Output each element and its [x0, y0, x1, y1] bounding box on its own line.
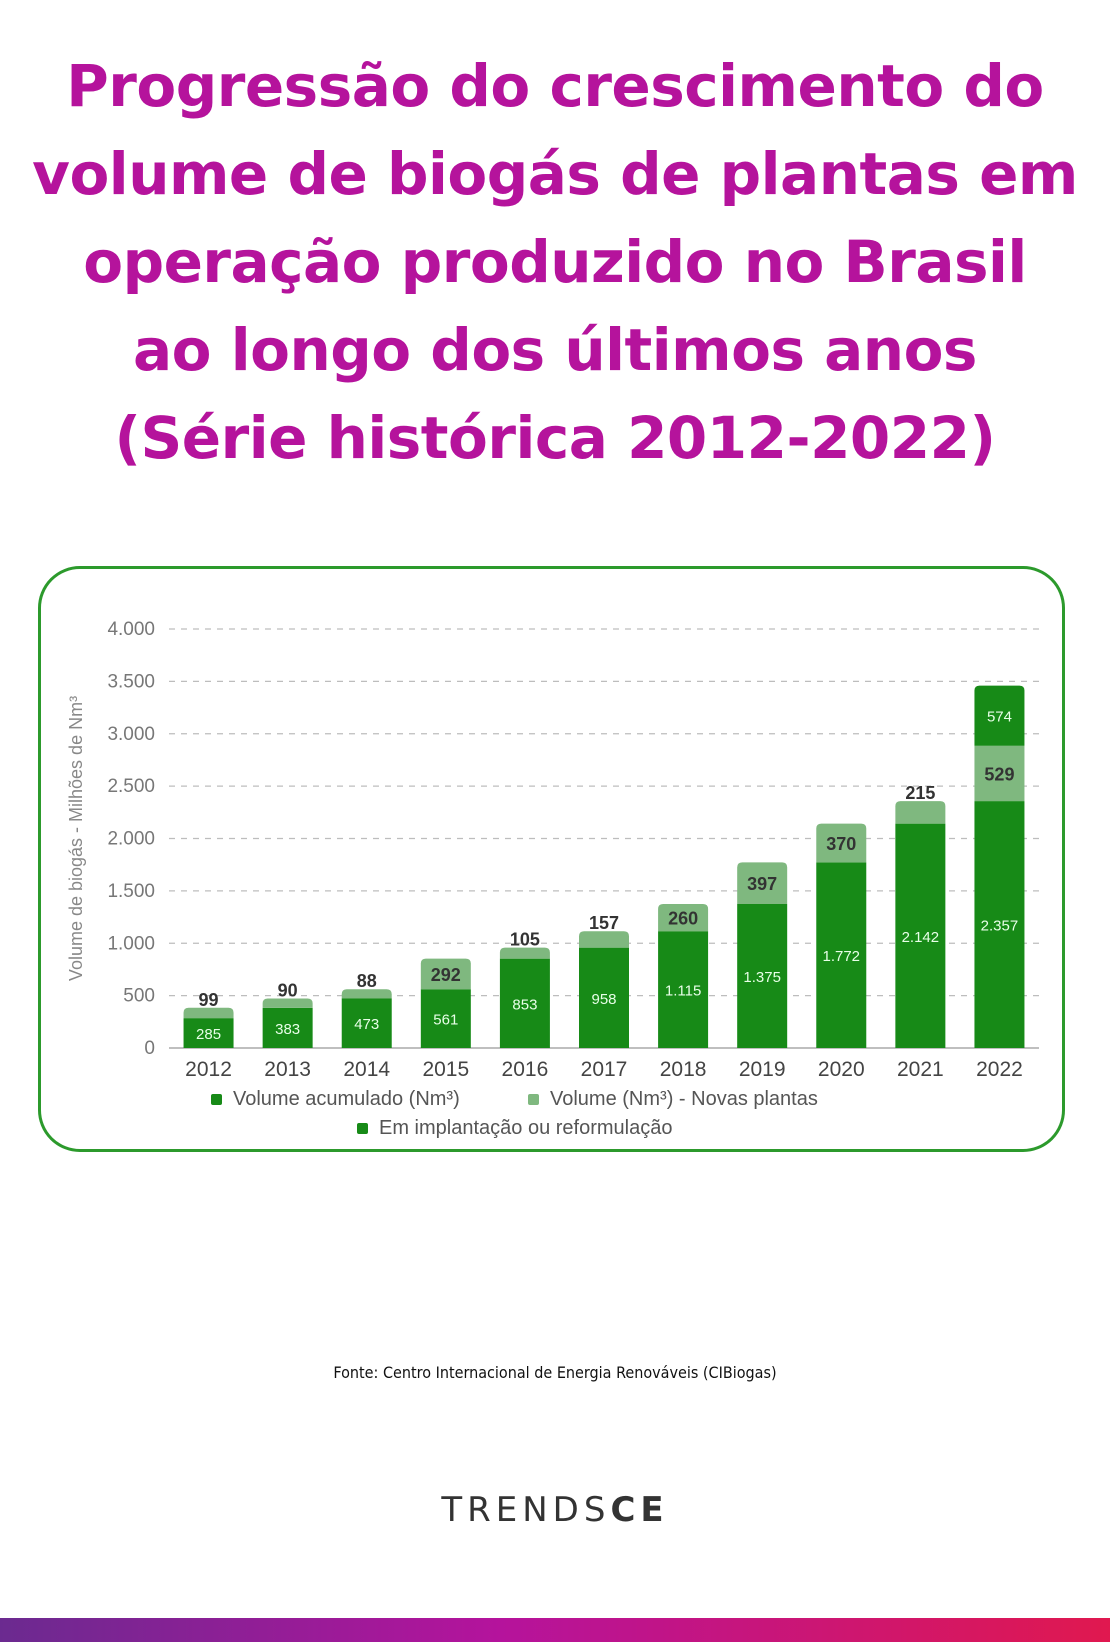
data-label: 958 [591, 991, 616, 1008]
x-tick-label: 2015 [422, 1058, 469, 1081]
data-label: 397 [747, 874, 777, 894]
data-label: 90 [278, 980, 298, 1000]
title-line: ao longo dos últimos anos [133, 316, 977, 384]
title-line: Progressão do crescimento do [66, 52, 1044, 120]
data-label: 2.142 [902, 929, 940, 946]
data-label: 260 [668, 909, 698, 929]
y-tick-label: 4.000 [107, 619, 155, 640]
bar-segment [974, 685, 1025, 746]
bottom-gradient-bar [0, 1618, 1110, 1642]
x-tick-label: 2019 [739, 1058, 786, 1081]
data-label: 529 [984, 764, 1014, 784]
bar-segment [737, 903, 788, 1048]
x-tick-label: 2018 [660, 1058, 707, 1081]
bar-segment [974, 801, 1025, 1048]
legend-swatch [528, 1094, 539, 1105]
y-tick-label: 1.500 [107, 881, 155, 902]
legend-label: Em implantação ou reformulação [379, 1117, 672, 1139]
data-label: 561 [433, 1012, 458, 1029]
legend-label: Volume (Nm³) - Novas plantas [550, 1088, 818, 1110]
data-label: 292 [431, 965, 461, 985]
bar-segment [737, 862, 788, 904]
bar-segment [579, 931, 629, 948]
legend-label: Volume acumulado (Nm³) [233, 1088, 460, 1110]
data-label: 1.772 [822, 948, 860, 965]
bar-segment [895, 823, 946, 1048]
title-line: operação produzido no Brasil [83, 228, 1027, 296]
page-title: Progressão do crescimento do volume de b… [30, 42, 1080, 482]
x-tick-label: 2022 [976, 1058, 1023, 1081]
bar-segment [895, 801, 946, 824]
data-label: 383 [275, 1021, 300, 1038]
data-label: 1.115 [665, 983, 701, 1000]
data-label: 853 [512, 996, 537, 1013]
data-label: 88 [357, 971, 377, 991]
data-label: 1.375 [743, 969, 781, 986]
bar-segment [658, 931, 709, 1048]
bar-segment [579, 947, 629, 1048]
x-tick-label: 2021 [897, 1058, 944, 1081]
x-tick-label: 2012 [185, 1058, 232, 1081]
bar-segment [341, 989, 392, 999]
logo-text-light: TRENDS [441, 1490, 611, 1530]
data-label: 370 [826, 834, 856, 854]
data-label: 215 [905, 783, 935, 803]
bar-segment [816, 823, 867, 863]
y-tick-label: 2.000 [107, 829, 155, 850]
x-tick-label: 2020 [818, 1058, 865, 1081]
logo-text-bold: CE [610, 1490, 669, 1530]
y-tick-label: 0 [144, 1038, 155, 1059]
bar-segment [262, 998, 313, 1008]
y-tick-label: 500 [123, 986, 155, 1007]
bar-segment [816, 862, 867, 1048]
bar-segment [658, 903, 709, 932]
legend-swatch [357, 1123, 368, 1134]
data-label: 99 [199, 990, 219, 1010]
bar-segment [262, 1007, 313, 1048]
bar-segment [420, 989, 471, 1048]
bar-segment [499, 947, 550, 959]
bar-segment [974, 745, 1025, 802]
bar-segment [420, 958, 471, 990]
bar-segment [341, 998, 392, 1048]
x-tick-label: 2016 [502, 1058, 549, 1081]
data-label: 473 [354, 1016, 379, 1033]
source-note: Fonte: Centro Internacional de Energia R… [333, 1363, 777, 1382]
bar-chart: 0 500 1.000 1.500 2.000 2.500 3.000 3.500 4.000 V… [66, 619, 1039, 1139]
data-label: 157 [589, 913, 619, 933]
data-label: 574 [987, 709, 1012, 726]
brand-logo: TRENDSCE [0, 1490, 1110, 1530]
y-tick-label: 3.500 [107, 671, 155, 692]
legend-swatch [211, 1094, 222, 1105]
title-line: (Série histórica 2012-2022) [114, 404, 996, 472]
chart-frame: 0 500 1.000 1.500 2.000 2.500 3.000 3.500 4.000 V… [38, 566, 1065, 1152]
x-tick-label: 2014 [343, 1058, 390, 1081]
y-axis-label: Volume de biogás - Milhões de Nm³ [66, 696, 86, 981]
data-label: 285 [196, 1026, 221, 1043]
y-tick-label: 2.500 [107, 776, 155, 797]
title-line: volume de biogás de plantas em [32, 140, 1078, 208]
bar-segment [499, 958, 550, 1048]
data-label: 105 [510, 930, 540, 950]
bar-segment [183, 1007, 234, 1019]
bar-segment [183, 1018, 234, 1048]
x-tick-label: 2017 [581, 1058, 628, 1081]
x-tick-label: 2013 [264, 1058, 311, 1081]
y-tick-label: 1.000 [107, 933, 155, 954]
y-tick-label: 3.000 [107, 724, 155, 745]
data-label: 2.357 [981, 918, 1019, 935]
